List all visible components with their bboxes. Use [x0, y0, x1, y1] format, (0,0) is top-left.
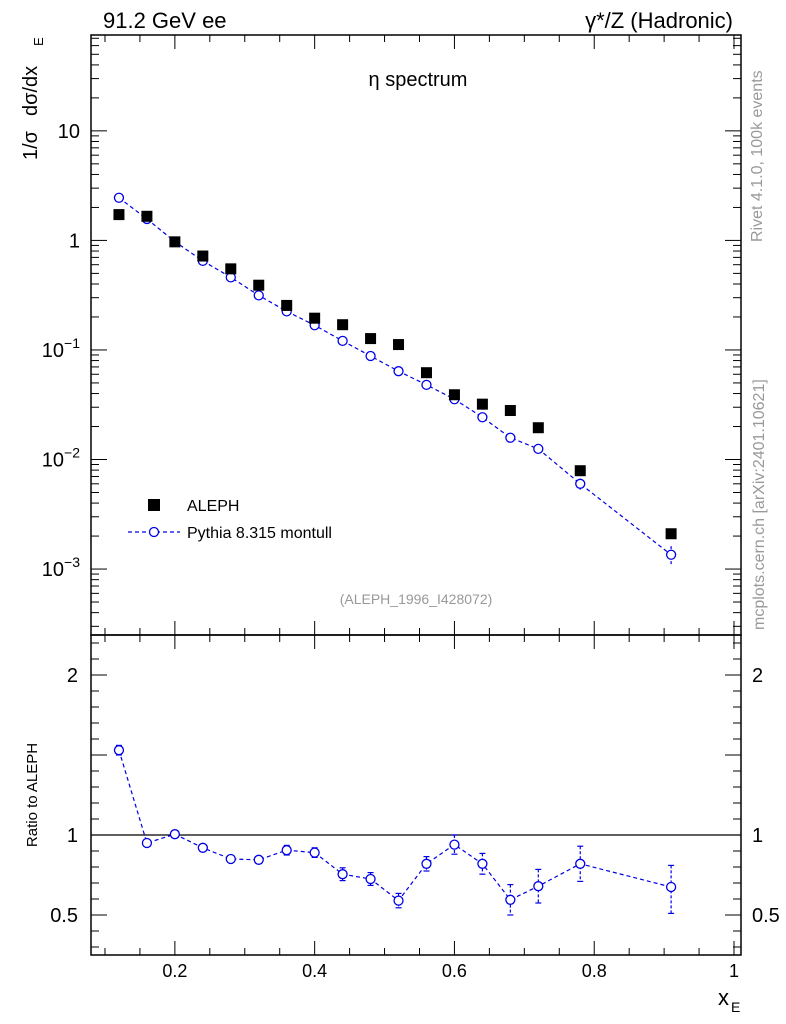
main-plot-frame [90, 34, 742, 636]
main-axis-ticks: 10 1 10−1 10−2 10−3 [42, 35, 741, 635]
ratio-point [337, 869, 348, 880]
ratio-point [253, 854, 264, 865]
ratio-point [477, 858, 488, 869]
aleph-point [281, 299, 293, 311]
ratio-y-tick-label-right: 1 [752, 825, 763, 847]
aleph-point [574, 465, 586, 477]
y-tick-label: 10−1 [42, 335, 80, 362]
ratio-y-tick-label-right: 2 [752, 665, 763, 687]
mc-point [113, 192, 125, 203]
legend: ALEPH Pythia 8.315 montull [128, 498, 332, 542]
legend-mc-marker [148, 526, 160, 538]
ratio-y-tick-label-right: 0.5 [752, 905, 780, 927]
aleph-point [197, 250, 209, 262]
ratio-point [197, 842, 208, 853]
ratio-point [575, 858, 586, 869]
x-label-sub: E [731, 999, 740, 1015]
ratio-point [665, 881, 677, 893]
ratio-plot-frame [90, 634, 742, 956]
aleph-point [476, 398, 488, 410]
ratio-point [449, 839, 460, 850]
ratio-point [533, 881, 544, 892]
ratio-point [281, 845, 292, 856]
mc-point [421, 379, 432, 391]
mc-point [337, 335, 348, 347]
aleph-point [337, 319, 349, 331]
rivet-version-label: Rivet 4.1.0, 100k events [749, 70, 766, 242]
ratio-point [365, 873, 376, 885]
plot-title: η spectrum [369, 69, 468, 91]
mc-point [665, 549, 677, 560]
aleph-point [253, 279, 265, 291]
mc-point [477, 412, 488, 423]
ratio-point [393, 895, 404, 906]
ratio-point [225, 853, 236, 865]
legend-mc-label: Pythia 8.315 montull [187, 525, 332, 542]
ratio-series-marks [113, 744, 677, 916]
y-label-sub: E [31, 37, 46, 46]
aleph-point [504, 405, 516, 417]
ratio-y-tick-label: 2 [67, 665, 78, 687]
x-tick-label: 0.4 [302, 961, 327, 981]
aleph-point [448, 389, 460, 401]
ratio-y-tick-label: 0.5 [50, 905, 78, 927]
x-tick-label: 0.6 [442, 961, 467, 981]
y-tick-label: 10−2 [42, 444, 80, 471]
x-tick-label: 0.2 [162, 961, 187, 981]
mc-point [575, 478, 586, 489]
ratio-point [169, 829, 181, 840]
aleph-point [225, 263, 237, 275]
x-axis-label: x E [718, 985, 740, 1015]
aleph-point [532, 422, 544, 434]
header-energy-label: 91.2 GeV ee [103, 8, 227, 33]
legend-aleph-marker [148, 499, 160, 511]
legend-aleph-label: ALEPH [187, 498, 239, 515]
aleph-point [393, 339, 405, 351]
aleph-point [309, 312, 321, 324]
mcplots-label: mcplots.cern.ch [arXiv:2401.10621] [751, 379, 768, 630]
aleph-point [420, 367, 432, 379]
ratio-axis-ticks: 0.2 0.4 0.6 0.8 1 2 2 1 1 0.5 0.5 [50, 635, 780, 981]
aleph-point [113, 209, 125, 221]
y-label-norm: 1/σ [20, 130, 42, 160]
mc-point [533, 443, 544, 455]
ratio-point [309, 847, 320, 858]
aleph-point [665, 528, 677, 540]
analysis-watermark: (ALEPH_1996_I428072) [340, 591, 493, 607]
y-tick-label: 1 [69, 230, 80, 252]
header-process-label: γ*/Z (Hadronic) [585, 8, 733, 33]
x-tick-label: 1 [729, 961, 739, 981]
aleph-point [141, 210, 153, 222]
ratio-point [113, 745, 125, 756]
ratio-point [421, 858, 432, 869]
ratio-point [505, 894, 516, 905]
y-tick-label: 10−3 [42, 554, 80, 581]
aleph-point [169, 236, 181, 248]
y-label-deriv: dσ/dx [20, 66, 42, 116]
ratio-y-tick-label: 1 [67, 825, 78, 847]
mc-point [253, 290, 264, 301]
aleph-point [365, 333, 377, 345]
main-series-marks [113, 192, 677, 566]
ratio-y-axis-label: Ratio to ALEPH [24, 743, 41, 847]
mc-point [505, 432, 516, 443]
mc-point [393, 366, 404, 377]
mc-point [365, 350, 376, 362]
main-y-axis-label: 1/σ dσ/dx E [20, 37, 46, 160]
ratio-series-line [118, 750, 672, 902]
ratio-point [141, 837, 153, 849]
y-tick-label: 10 [58, 121, 80, 143]
x-tick-label: 0.8 [582, 961, 607, 981]
x-label-main: x [718, 985, 729, 1010]
